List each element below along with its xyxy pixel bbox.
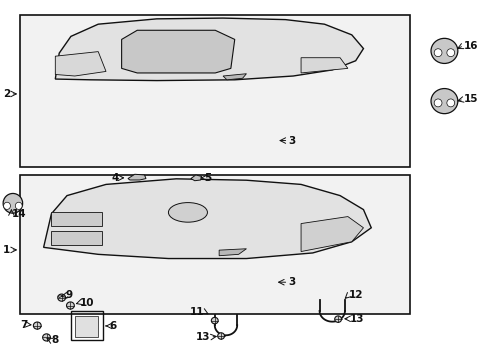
Text: 14: 14	[11, 209, 26, 219]
Ellipse shape	[430, 39, 457, 63]
Polygon shape	[223, 74, 246, 80]
Polygon shape	[122, 30, 234, 73]
Text: 2: 2	[3, 89, 10, 99]
Polygon shape	[58, 295, 62, 298]
Text: 3: 3	[288, 277, 295, 287]
Bar	[71, 311, 103, 339]
Text: 7: 7	[20, 320, 27, 329]
Ellipse shape	[33, 322, 41, 329]
Ellipse shape	[430, 89, 457, 114]
Polygon shape	[55, 51, 106, 76]
Bar	[20, 175, 409, 315]
Ellipse shape	[58, 294, 65, 301]
Text: 8: 8	[51, 335, 58, 345]
Text: 13: 13	[196, 332, 210, 342]
Ellipse shape	[66, 302, 74, 309]
Polygon shape	[301, 58, 347, 73]
Ellipse shape	[433, 99, 441, 107]
Text: 5: 5	[204, 173, 211, 183]
Ellipse shape	[446, 49, 454, 57]
Polygon shape	[55, 18, 363, 81]
Ellipse shape	[168, 203, 207, 222]
Ellipse shape	[446, 99, 454, 107]
Ellipse shape	[15, 202, 22, 210]
Polygon shape	[219, 249, 246, 256]
Text: 6: 6	[109, 321, 116, 331]
Bar	[20, 15, 409, 167]
Text: 4: 4	[112, 173, 119, 183]
Text: 15: 15	[463, 94, 477, 104]
Ellipse shape	[42, 334, 50, 341]
Ellipse shape	[3, 193, 22, 213]
Ellipse shape	[217, 333, 224, 339]
Ellipse shape	[211, 318, 218, 324]
Bar	[51, 230, 102, 244]
Polygon shape	[301, 217, 363, 252]
Text: 16: 16	[463, 41, 477, 50]
Ellipse shape	[334, 316, 341, 322]
Polygon shape	[190, 175, 201, 181]
Text: 13: 13	[349, 314, 364, 324]
Polygon shape	[43, 179, 370, 258]
Text: 9: 9	[65, 291, 73, 301]
Ellipse shape	[433, 49, 441, 57]
Text: 3: 3	[288, 136, 295, 145]
Text: 11: 11	[190, 307, 204, 317]
Ellipse shape	[3, 202, 10, 210]
Text: 1: 1	[3, 245, 10, 255]
Text: 10: 10	[80, 298, 94, 308]
Bar	[51, 212, 102, 226]
Polygon shape	[128, 174, 146, 180]
Bar	[75, 316, 98, 337]
Text: 12: 12	[347, 291, 362, 301]
